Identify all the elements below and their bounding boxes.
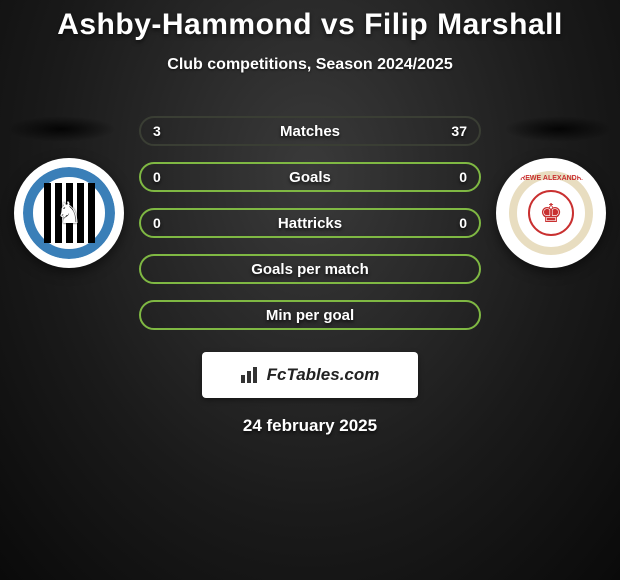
player-shadow-left xyxy=(6,116,116,142)
stat-label: Hattricks xyxy=(278,215,342,232)
watermark-text: FcTables.com xyxy=(267,365,380,385)
stat-value-left: 0 xyxy=(153,215,161,231)
stat-row: Goals per match xyxy=(139,254,481,284)
stat-label: Min per goal xyxy=(266,307,354,324)
stat-value-left: 3 xyxy=(153,123,161,139)
bars-icon xyxy=(241,367,261,383)
club-crest-right: CREWE ALEXANDRA ♚ xyxy=(496,158,606,268)
page-title: Ashby-Hammond vs Filip Marshall xyxy=(0,8,620,42)
stat-row: 3 Matches 37 xyxy=(139,116,481,146)
horse-icon: ♞ xyxy=(56,196,83,231)
stat-value-right: 0 xyxy=(459,215,467,231)
club-crest-left: ♞ xyxy=(14,158,124,268)
player-shadow-right xyxy=(504,116,614,142)
lion-icon: ♚ xyxy=(539,200,562,226)
stats-area: ♞ CREWE ALEXANDRA ♚ 3 Matches 37 0 Goals 0 0 Ha… xyxy=(0,116,620,330)
crest-text: CREWE ALEXANDRA xyxy=(505,175,597,182)
stat-value-right: 0 xyxy=(459,169,467,185)
stat-label: Matches xyxy=(280,123,340,140)
stat-value-right: 37 xyxy=(451,123,467,139)
stat-row: Min per goal xyxy=(139,300,481,330)
subtitle: Club competitions, Season 2024/2025 xyxy=(0,56,620,74)
watermark-badge: FcTables.com xyxy=(202,352,418,398)
date-label: 24 february 2025 xyxy=(0,416,620,436)
stat-label: Goals per match xyxy=(251,261,369,278)
crest-center-icon: ♚ xyxy=(528,190,574,236)
stat-label: Goals xyxy=(289,169,331,186)
stat-row: 0 Goals 0 xyxy=(139,162,481,192)
stat-row: 0 Hattricks 0 xyxy=(139,208,481,238)
stat-value-left: 0 xyxy=(153,169,161,185)
